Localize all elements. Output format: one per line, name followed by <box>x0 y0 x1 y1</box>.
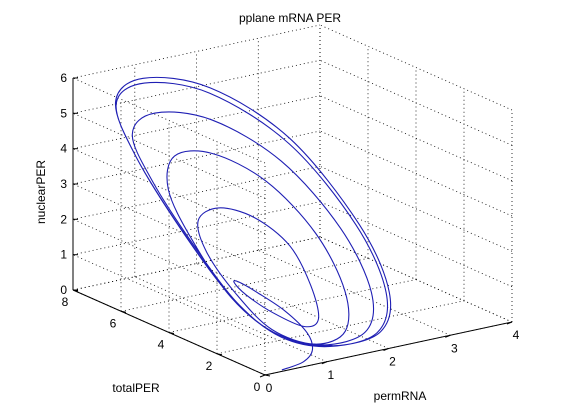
grid-line <box>72 254 266 341</box>
z-tick-label: 5 <box>60 106 67 120</box>
x-tick-label: 1 <box>327 368 334 382</box>
grid-line <box>319 201 513 288</box>
grid-line <box>72 218 266 305</box>
z-tick-label: 4 <box>60 142 67 156</box>
z-tick-label: 6 <box>60 71 67 85</box>
x-tick-label: 2 <box>389 355 396 369</box>
y-tick-label: 4 <box>158 338 165 352</box>
grid-lines <box>72 24 513 376</box>
grid-line <box>319 165 513 252</box>
y-axis-label: totalPER <box>112 381 160 395</box>
z-tick-label: 3 <box>60 177 67 191</box>
trajectory <box>115 76 392 371</box>
y-tick-label: 8 <box>62 295 69 309</box>
z-tick-label: 1 <box>60 248 67 262</box>
y-tick-mark <box>264 374 271 377</box>
grid-line <box>72 77 266 164</box>
grid-line <box>319 95 513 182</box>
x-tick-mark <box>321 361 327 365</box>
y-tick-mark <box>216 353 223 356</box>
grid-line <box>319 59 513 146</box>
chart-title: pplane mRNA PER <box>239 11 341 25</box>
x-tick-label: 0 <box>266 381 273 395</box>
axis-lines <box>72 77 513 378</box>
y-tick-mark <box>120 310 127 313</box>
grid-line <box>319 24 513 111</box>
y-tick-label: 0 <box>254 380 261 394</box>
z-axis-label: nuclearPER <box>34 160 48 224</box>
y-tick-label: 2 <box>206 359 213 373</box>
x-tick-mark <box>383 348 389 351</box>
y-tick-label: 6 <box>110 316 117 330</box>
grid-line <box>134 276 327 363</box>
x-axis-label: permRNA <box>374 389 427 403</box>
grid-line <box>72 183 266 270</box>
x-tick-mark <box>445 334 451 338</box>
grid-line <box>72 112 266 199</box>
x-tick-mark <box>506 321 513 325</box>
grid-line <box>319 236 513 323</box>
x-tick-label: 3 <box>451 341 458 355</box>
x-tick-label: 4 <box>513 328 520 342</box>
grid-line <box>258 249 451 336</box>
z-tick-label: 2 <box>60 212 67 226</box>
grid-line <box>319 130 513 217</box>
z-tick-label: 0 <box>60 283 67 297</box>
x-tick-mark <box>259 374 266 378</box>
grid-line <box>196 263 389 349</box>
trajectory-line-0 <box>115 76 392 371</box>
y-tick-mark <box>168 332 175 334</box>
